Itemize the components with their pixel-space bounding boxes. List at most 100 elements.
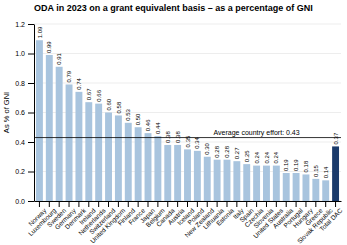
x-tick-mark <box>217 201 218 207</box>
x-tick-mark <box>296 201 297 207</box>
bar <box>194 151 201 201</box>
y-tick: 0.4 <box>15 139 34 146</box>
x-tick-mark <box>108 201 109 207</box>
y-axis-title: As % of GNI <box>2 92 11 133</box>
x-tick-mark <box>187 201 188 207</box>
bar <box>204 157 211 201</box>
bar <box>46 55 53 201</box>
data-label: 0.38 <box>165 131 171 143</box>
data-label: 0.24 <box>264 151 270 163</box>
data-label: 0.18 <box>303 160 309 172</box>
bar <box>233 161 240 201</box>
bar <box>75 92 82 201</box>
bar <box>56 67 63 201</box>
axis-line <box>34 25 35 202</box>
data-label: 0.66 <box>96 89 102 101</box>
x-tick-mark <box>78 201 79 207</box>
bar <box>85 102 92 201</box>
bar <box>312 179 319 201</box>
data-label: 0.44 <box>155 122 161 134</box>
y-tick-mark <box>28 201 34 202</box>
bar <box>36 40 43 201</box>
bar <box>115 115 122 201</box>
bar <box>224 160 231 201</box>
x-tick-mark <box>148 201 149 207</box>
x-tick-mark <box>207 201 208 207</box>
y-tick: 0.2 <box>15 168 34 175</box>
bar <box>125 123 132 201</box>
bar <box>105 113 112 202</box>
y-tick-mark <box>28 54 34 55</box>
x-tick-mark <box>88 201 89 207</box>
bar <box>174 145 181 201</box>
x-tick-mark <box>118 201 119 207</box>
y-tick-mark <box>28 113 34 114</box>
data-label: 0.15 <box>313 165 319 177</box>
y-tick-label: 0.2 <box>15 168 25 175</box>
x-tick-mark <box>325 201 326 207</box>
bars <box>34 40 341 201</box>
y-tick-mark <box>28 172 34 173</box>
data-label: 0.34 <box>194 137 200 149</box>
chart: NorwayLuxembourgSwedenGermanyDenmarkIrel… <box>0 0 347 245</box>
y-tick-mark <box>28 24 34 25</box>
bar <box>154 136 161 201</box>
x-tick-mark <box>69 201 70 207</box>
bar <box>293 173 300 201</box>
grid <box>34 24 341 201</box>
average-label: Average country effort: 0.43 <box>214 129 300 137</box>
data-label: 0.79 <box>66 70 72 82</box>
y-tick: 1.0 <box>15 50 34 57</box>
data-label: 0.24 <box>273 151 279 163</box>
data-label: 0.28 <box>224 145 230 157</box>
x-tick-mark <box>236 201 237 207</box>
x-tick: Total DAC <box>318 201 344 232</box>
data-label: 0.60 <box>106 98 112 110</box>
data-label: 0.74 <box>76 78 82 90</box>
x-tick-mark <box>98 201 99 207</box>
x-tick-mark <box>226 201 227 207</box>
data-label: 0.99 <box>46 41 52 53</box>
data-label: 0.35 <box>185 135 191 147</box>
data-label: 0.46 <box>145 119 151 131</box>
bar <box>243 164 250 201</box>
x-tick-mark <box>256 201 257 207</box>
x-tick-mark <box>246 201 247 207</box>
bar <box>283 173 290 201</box>
bar <box>332 146 339 201</box>
y-tick: 1.2 <box>15 21 34 28</box>
x-tick-mark <box>276 201 277 207</box>
bar <box>184 149 191 201</box>
title: ODA in 2023 on a grant equivalent basis … <box>34 3 313 13</box>
bar <box>322 180 329 201</box>
y-axis: 0.00.20.40.60.81.01.2 <box>15 21 34 205</box>
bar <box>135 127 142 201</box>
y-tick: 0.6 <box>15 109 34 116</box>
x-tick-mark <box>49 201 50 207</box>
x-tick-label: Total DAC <box>318 207 344 233</box>
x-tick-mark <box>305 201 306 207</box>
y-tick-label: 0.6 <box>15 109 25 116</box>
x-tick-mark <box>177 201 178 207</box>
x-tick-mark <box>157 201 158 207</box>
y-tick-label: 0.4 <box>15 139 25 146</box>
data-label: 0.53 <box>125 108 131 120</box>
y-tick: 0.0 <box>15 198 34 205</box>
data-label: 0.19 <box>293 159 299 171</box>
data-label: 1.09 <box>37 26 43 38</box>
data-label: 0.14 <box>323 166 329 178</box>
x-tick-mark <box>128 201 129 207</box>
x-tick-mark <box>197 201 198 207</box>
data-label: 0.27 <box>234 147 240 159</box>
y-tick-mark <box>28 83 34 84</box>
bar <box>95 104 102 201</box>
bar <box>263 166 270 201</box>
data-label: 0.30 <box>204 142 210 154</box>
data-label: 0.37 <box>333 132 339 144</box>
x-tick-mark <box>266 201 267 207</box>
data-labels: 1.090.990.910.790.740.670.660.600.580.53… <box>37 26 339 178</box>
x-tick-mark <box>39 201 40 207</box>
data-label: 0.58 <box>116 101 122 113</box>
grid-line <box>34 24 341 25</box>
x-axis: NorwayLuxembourgSwedenGermanyDenmarkIrel… <box>27 201 344 245</box>
